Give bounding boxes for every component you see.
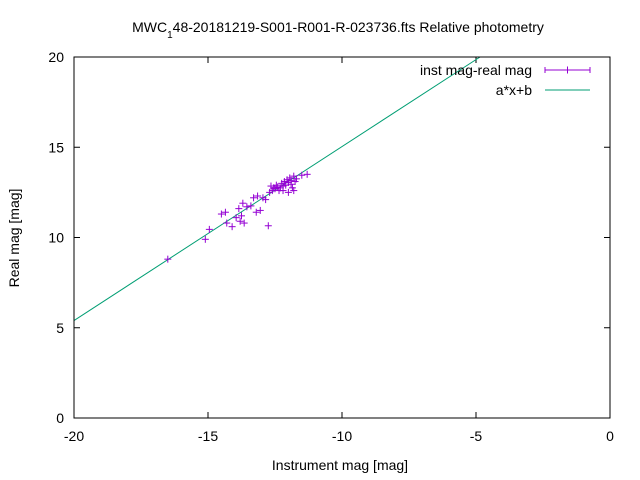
data-point [247,202,255,210]
y-tick-label: 20 [48,49,64,65]
x-axis-label: Instrument mag [mag] [272,457,408,473]
legend-key-points [544,66,591,74]
y-tick-label: 0 [56,410,64,426]
legend: inst mag-real mag a*x+b [420,62,591,98]
x-tick-label: -5 [470,428,483,444]
x-tick-label: 0 [606,428,614,444]
data-point [287,177,295,185]
data-point [290,187,298,195]
data-point [164,255,172,263]
data-point [243,203,251,211]
data-point [238,212,245,220]
data-point [262,196,270,204]
data-point [201,235,209,243]
data-points-series [164,170,311,263]
data-point [303,170,311,178]
data-point [292,175,300,183]
data-point [205,225,213,233]
data-point [252,208,260,216]
data-point [254,192,262,200]
data-point [284,188,292,196]
data-point [239,199,247,207]
legend-label-points: inst mag-real mag [420,62,532,78]
data-point [223,219,231,227]
y-tick-label: 10 [48,230,64,246]
data-point [236,217,244,225]
data-point [217,210,225,218]
data-point [264,222,272,230]
y-axis-label: Real mag [mag] [6,189,22,288]
plot-frame [73,56,611,419]
data-point [272,181,280,189]
legend-label-line: a*x+b [496,82,532,98]
axis-ticks: -20 -15 -10 -5 0 0 5 10 15 20 [48,49,614,444]
data-point [221,208,229,216]
data-point [228,223,236,231]
data-point [250,194,258,202]
data-point [256,206,264,214]
x-tick-label: -15 [198,428,218,444]
chart-title: MWC148-20181219-S001-R001-R-023736.fts R… [132,19,544,41]
data-point [235,205,243,213]
x-tick-label: -20 [64,428,84,444]
data-point [279,187,287,195]
y-tick-label: 5 [56,320,64,336]
data-point [232,214,240,222]
data-point [298,171,306,179]
x-tick-label: -10 [332,428,352,444]
y-tick-label: 15 [48,139,64,155]
data-point [240,219,248,227]
